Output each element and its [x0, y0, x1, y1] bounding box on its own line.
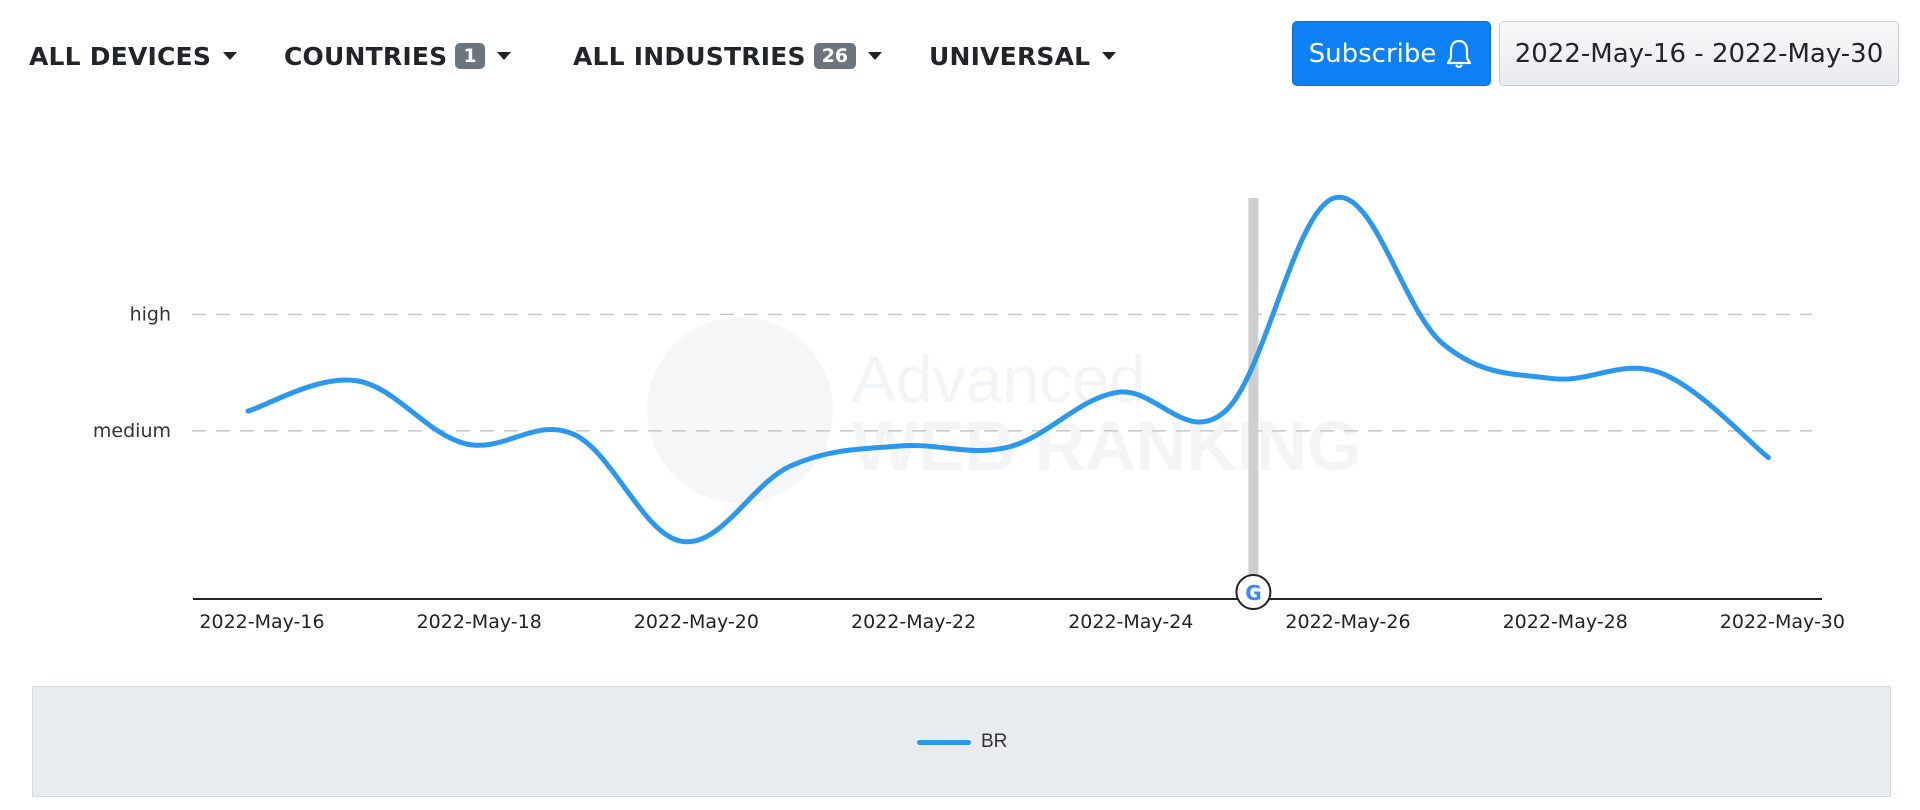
- google-update-marker[interactable]: G: [1235, 574, 1272, 610]
- chevron-down-icon: [868, 52, 883, 60]
- google-icon: [1235, 574, 1272, 610]
- chevron-down-icon: [496, 52, 511, 60]
- universal-dropdown[interactable]: UNIVERSAL: [929, 38, 1117, 74]
- x-tick-label: 2022-May-18: [417, 611, 542, 633]
- industries-count-badge: 26: [813, 43, 857, 69]
- legend-item-br[interactable]: BR: [917, 731, 1007, 753]
- x-tick-label: 2022-May-28: [1503, 611, 1628, 633]
- subscribe-button[interactable]: Subscribe: [1292, 21, 1491, 86]
- universal-dropdown-label: UNIVERSAL: [929, 41, 1091, 71]
- date-range-picker[interactable]: 2022-May-16 - 2022-May-30: [1499, 21, 1899, 86]
- legend: BR: [32, 686, 1891, 797]
- legend-swatch-br: [917, 739, 971, 745]
- devices-dropdown[interactable]: ALL DEVICES: [29, 38, 238, 74]
- x-tick-label: 2022-May-26: [1285, 611, 1410, 633]
- chevron-down-icon: [1102, 52, 1117, 60]
- bell-icon: [1447, 39, 1472, 68]
- subscribe-label: Subscribe: [1308, 38, 1437, 69]
- legend-label-br: BR: [981, 731, 1008, 752]
- devices-dropdown-label: ALL DEVICES: [29, 41, 212, 71]
- countries-count-badge: 1: [455, 43, 485, 69]
- update-marker-bar: [1248, 198, 1259, 599]
- date-range-label: 2022-May-16 - 2022-May-30: [1514, 38, 1884, 69]
- x-tick-label: 2022-May-16: [199, 611, 324, 633]
- globe-icon: [647, 317, 833, 503]
- x-tick-label: 2022-May-22: [851, 611, 976, 633]
- y-tick-label: medium: [93, 420, 171, 442]
- countries-dropdown-label: COUNTRIES: [284, 41, 448, 71]
- toolbar: ALL DEVICES COUNTRIES 1 ALL INDUSTRIES 2…: [0, 0, 1920, 110]
- x-tick-label: 2022-May-30: [1720, 611, 1845, 633]
- industries-dropdown-label: ALL INDUSTRIES: [573, 41, 806, 71]
- x-tick-label: 2022-May-20: [634, 611, 759, 633]
- y-tick-label: high: [130, 303, 171, 325]
- countries-dropdown[interactable]: COUNTRIES 1: [284, 38, 511, 74]
- chevron-down-icon: [223, 52, 238, 60]
- x-tick-label: 2022-May-24: [1068, 611, 1193, 633]
- watermark-line1: Advanced: [852, 342, 1146, 416]
- series-line-br: [245, 194, 1771, 545]
- svg-text:G: G: [1245, 581, 1261, 605]
- industries-dropdown[interactable]: ALL INDUSTRIES 26: [573, 38, 883, 74]
